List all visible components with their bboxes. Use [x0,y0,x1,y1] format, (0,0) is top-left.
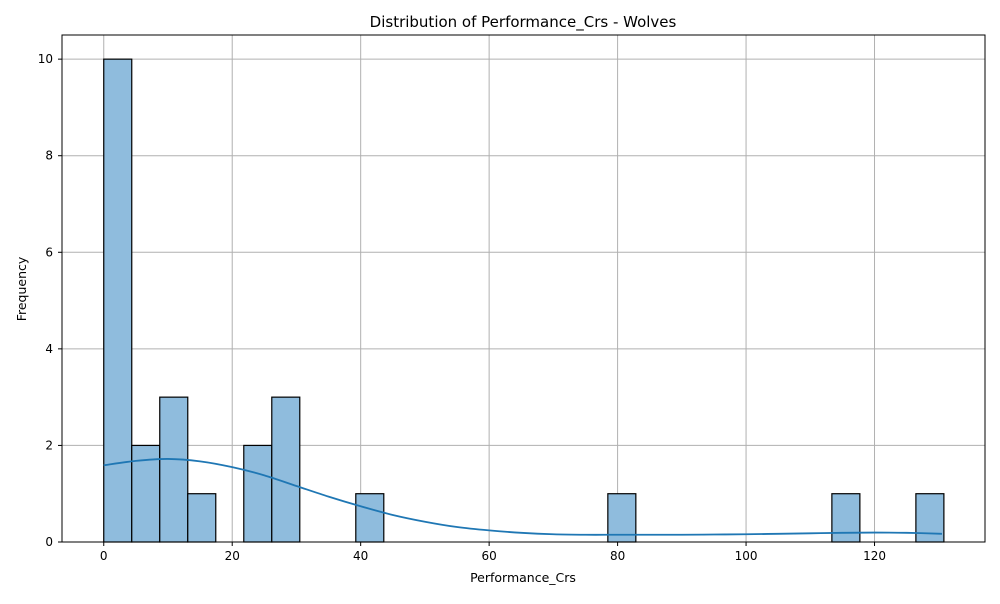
y-tick-label: 0 [45,535,53,549]
y-tick-label: 2 [45,438,53,452]
histogram-bar [355,493,385,543]
ticks-layer: 0 20 40 60 80 100 120 0 2 4 6 8 10 [38,52,886,563]
chart-title: Distribution of Performance_Crs - Wolves [370,13,677,32]
histogram-bar [271,396,301,543]
x-tick-label: 100 [735,549,758,563]
y-tick-label: 6 [45,245,53,259]
x-tick-label: 40 [353,549,368,563]
x-tick-label: 80 [610,549,625,563]
grid-layer [62,35,985,543]
y-tick-label: 4 [45,342,53,356]
histogram-bar [915,493,945,543]
y-tick-label: 8 [45,149,53,163]
kde-layer [103,458,942,536]
plot-frame [61,34,986,543]
histogram-bar [243,444,273,543]
histogram-bar [187,493,217,543]
axes-layer [61,34,986,543]
histogram-bar [103,58,133,543]
x-axis-label: Performance_Crs [470,570,576,585]
x-tick-label: 20 [225,549,240,563]
histogram-bar [831,493,861,543]
y-axis-label: Frequency [14,256,29,321]
x-tick-label: 0 [100,549,108,563]
bars-layer [103,58,945,543]
x-tick-label: 120 [863,549,886,563]
y-tick-label: 10 [38,52,53,66]
histogram-bar [159,396,189,543]
x-tick-label: 60 [481,549,496,563]
kde-curve [103,458,942,536]
